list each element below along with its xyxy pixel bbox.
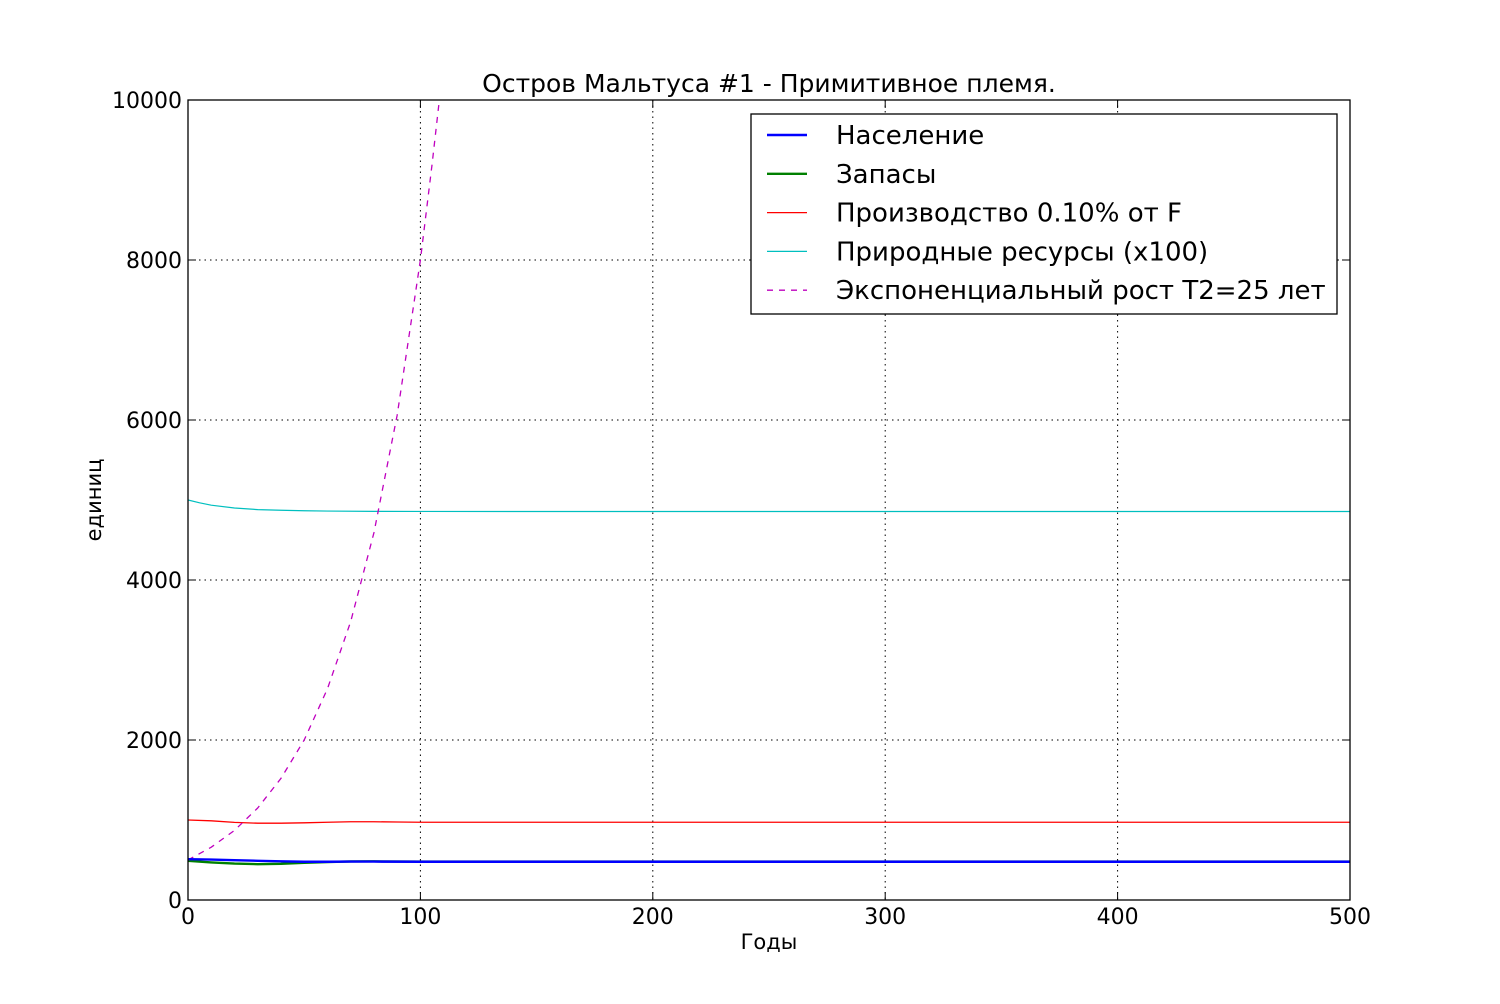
y-tick-label: 0 <box>168 889 182 914</box>
chart-title: Остров Мальтуса #1 - Примитивное племя. <box>482 69 1056 98</box>
x-axis-label: Годы <box>741 930 798 954</box>
x-tick-label: 500 <box>1329 905 1371 930</box>
legend-label-1: Запасы <box>836 160 936 190</box>
legend-label-4: Экспоненциальный рост T2=25 лет <box>836 276 1326 306</box>
plot-frame <box>187 99 1351 901</box>
x-tick-label: 100 <box>399 905 441 930</box>
legend-box <box>750 113 1338 315</box>
y-tick-label: 6000 <box>126 409 182 434</box>
legend-label-0: Население <box>836 121 984 151</box>
axis-ticks: 0 100 200 300 400 500 0 2000 4000 6000 8000 10000 <box>112 89 1371 930</box>
y-tick-label: 10000 <box>112 89 182 114</box>
series-line-3 <box>188 499 1350 513</box>
legend-label-3: Природные ресурсы (x100) <box>836 237 1208 267</box>
y-tick-label: 4000 <box>126 569 182 594</box>
series-line-0 <box>188 858 1350 863</box>
x-tick-label: 200 <box>632 905 674 930</box>
series-line-4 <box>188 103 440 861</box>
plot-lines <box>188 103 1350 866</box>
legend-label-2: Производство 0.10% от F <box>836 199 1182 229</box>
y-axis-label: единиц <box>82 459 106 542</box>
y-tick-label: 8000 <box>126 249 182 274</box>
legend: Население Запасы Производство 0.10% от F Пр… <box>750 113 1338 315</box>
y-tick-label: 2000 <box>126 729 182 754</box>
x-tick-label: 400 <box>1097 905 1139 930</box>
series-line-2 <box>188 819 1350 824</box>
x-tick-label: 300 <box>864 905 906 930</box>
x-tick-label: 0 <box>181 905 195 930</box>
